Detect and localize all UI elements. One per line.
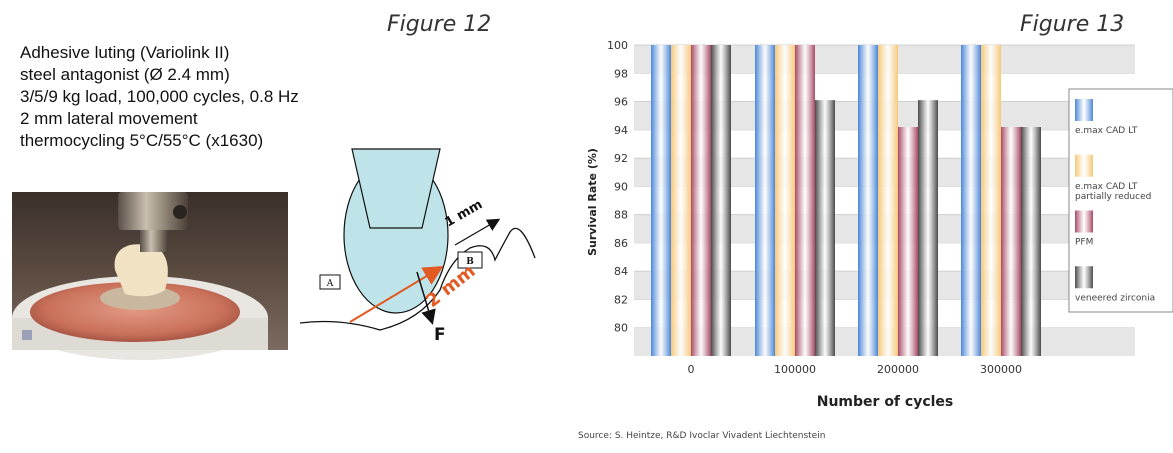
legend-swatch bbox=[1075, 99, 1093, 121]
y-tick-label: 96 bbox=[614, 96, 628, 109]
figure-13-label: Figure 13 bbox=[1020, 12, 1125, 37]
figure-12-label: Figure 12 bbox=[387, 12, 492, 37]
test-apparatus-photo bbox=[12, 192, 288, 360]
force-label: F bbox=[434, 325, 446, 345]
x-axis-ticks: 0 100000 200000 300000 bbox=[688, 363, 1023, 376]
point-a-box bbox=[319, 274, 341, 290]
piston-screw bbox=[173, 205, 187, 219]
specimen-dish bbox=[30, 282, 240, 342]
y-tick-label: 94 bbox=[614, 124, 628, 137]
setup-line: thermocycling 5°C/55°C (x1630) bbox=[20, 131, 264, 150]
bar bbox=[815, 100, 835, 356]
point-b-label: B bbox=[466, 257, 474, 267]
setup-line: steel antagonist (Ø 2.4 mm) bbox=[20, 65, 230, 84]
x-tick-label: 200000 bbox=[877, 363, 919, 376]
bar bbox=[898, 126, 918, 356]
chart-bars bbox=[651, 45, 1041, 356]
x-tick-label: 300000 bbox=[980, 363, 1022, 376]
loading-diagram: A B 1 mm 2 mm F bbox=[299, 148, 536, 345]
x-tick-label: 0 bbox=[688, 363, 695, 376]
force-arrow bbox=[416, 271, 436, 325]
legend-label: partially reduced bbox=[1075, 192, 1151, 202]
legend-label: e.max CAD LT bbox=[1075, 126, 1138, 136]
x-axis-title: Number of cycles bbox=[817, 394, 954, 410]
x-tick-label: 100000 bbox=[774, 363, 816, 376]
bar bbox=[1001, 126, 1021, 356]
point-a-label: A bbox=[326, 279, 334, 289]
bar bbox=[795, 45, 815, 356]
crown-specimen bbox=[114, 244, 168, 297]
y-tick-label: 80 bbox=[614, 322, 628, 335]
y-tick-label: 98 bbox=[614, 67, 628, 80]
bar bbox=[651, 45, 671, 356]
y-tick-label: 88 bbox=[614, 209, 628, 222]
y-tick-label: 84 bbox=[614, 265, 628, 278]
bar bbox=[755, 45, 775, 356]
bar bbox=[878, 45, 898, 356]
bar bbox=[775, 45, 795, 356]
bar bbox=[858, 45, 878, 356]
test-setup-description: Adhesive luting (Variolink II) steel ant… bbox=[20, 42, 299, 152]
y-tick-label: 82 bbox=[614, 293, 628, 306]
point-b-box bbox=[457, 251, 483, 269]
source-text: S. Heintze, R&D Ivoclar Vivadent Liechte… bbox=[611, 431, 826, 441]
bar bbox=[671, 45, 691, 356]
one-mm-arrow bbox=[454, 218, 501, 246]
setup-line: 3/5/9 kg load, 100,000 cycles, 0.8 Hz bbox=[20, 87, 299, 106]
legend-swatch bbox=[1075, 266, 1093, 289]
two-mm-arrow bbox=[349, 265, 444, 323]
bar bbox=[981, 45, 1001, 356]
antagonist-holder bbox=[351, 148, 441, 229]
source-note: Source: S. Heintze, R&D Ivoclar Vivadent… bbox=[578, 431, 825, 441]
y-axis-title: Survival Rate (%) bbox=[586, 148, 599, 256]
bar bbox=[918, 100, 938, 356]
y-tick-label: 86 bbox=[614, 237, 628, 250]
source-prefix: Source: bbox=[578, 431, 612, 441]
y-tick-label: 92 bbox=[614, 152, 628, 165]
tooth-contour bbox=[299, 227, 536, 331]
piston-head bbox=[118, 192, 188, 230]
setup-line: 2 mm lateral movement bbox=[20, 109, 198, 128]
y-tick-label: 90 bbox=[614, 180, 628, 193]
legend-label: e.max CAD LT bbox=[1075, 182, 1138, 192]
y-tick-label: 100 bbox=[607, 39, 628, 52]
bar bbox=[961, 45, 981, 356]
legend-swatch bbox=[1075, 210, 1093, 233]
legend-swatch bbox=[1075, 154, 1093, 177]
legend-label: veneered zirconia bbox=[1075, 293, 1155, 303]
y-axis-ticks: 80 82 84 86 88 90 92 94 96 98 100 bbox=[607, 39, 628, 335]
bar bbox=[691, 45, 711, 356]
bar bbox=[711, 45, 731, 356]
lock-icon bbox=[22, 330, 32, 340]
setup-line: Adhesive luting (Variolink II) bbox=[20, 43, 230, 62]
bar bbox=[1021, 126, 1041, 356]
legend-label: PFM bbox=[1075, 238, 1093, 248]
